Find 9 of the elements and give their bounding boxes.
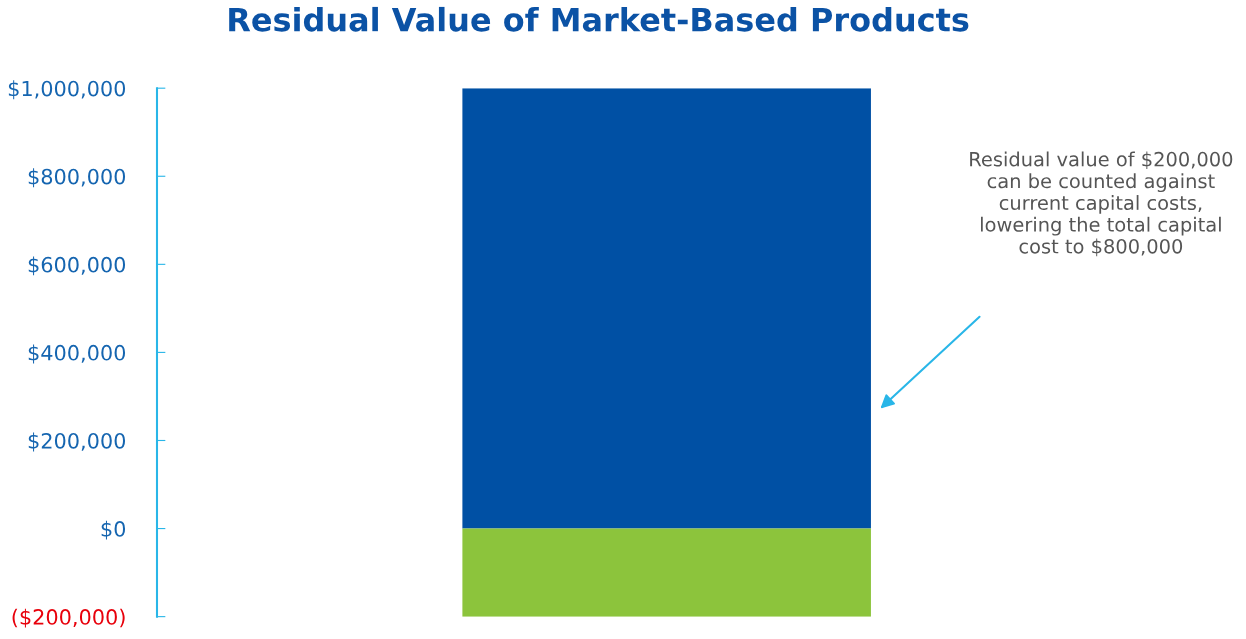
y-tick-label: $200,000 (28, 432, 126, 452)
chart-title: Residual Value of Market-Based Products (229, 6, 969, 32)
y-tick-label: $400,000 (28, 344, 126, 364)
y-tick-label: ($200,000) (12, 608, 125, 628)
y-tick-label: $600,000 (28, 256, 126, 276)
y-tick-label: $800,000 (28, 168, 126, 188)
text: Residual value of $200,000 can be counted against current capital costs, lowering the total capital cost to $800,000 (970, 151, 1233, 257)
y-tick-label: $1,000,000 (8, 80, 126, 100)
y-tick-label: $0 (101, 520, 126, 540)
